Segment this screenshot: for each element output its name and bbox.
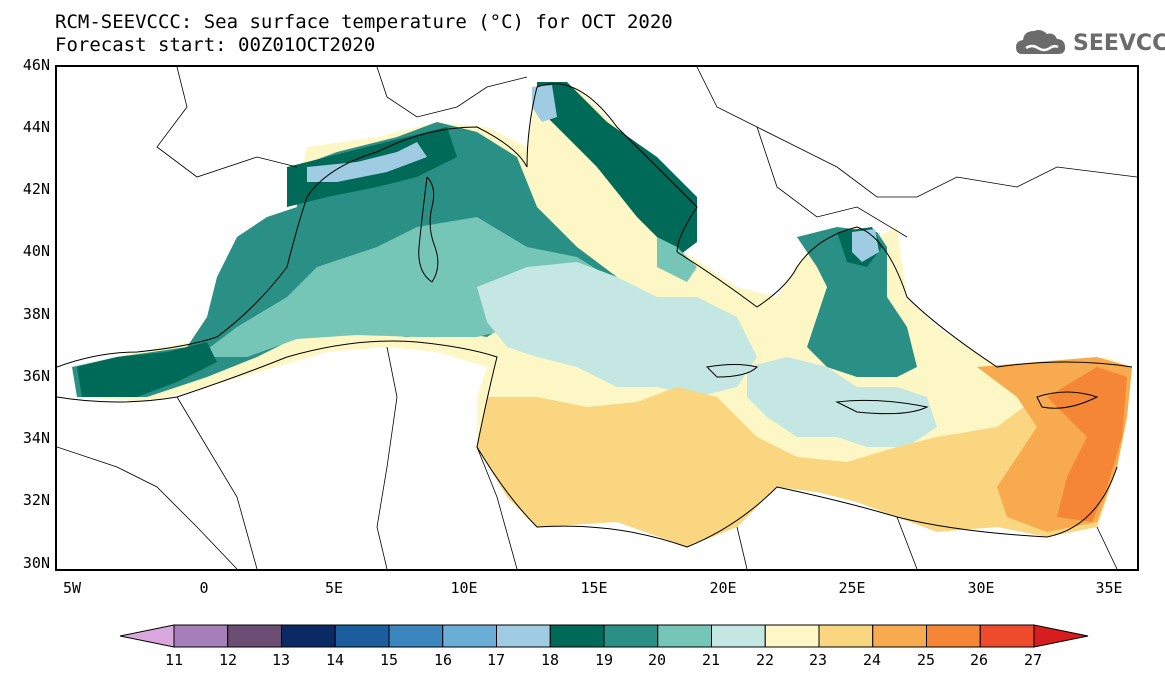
lat-label: 44N xyxy=(22,118,50,136)
sea-aegean xyxy=(797,227,917,377)
sea-aegean-blue xyxy=(852,229,879,262)
colorbar-swatch xyxy=(496,624,551,648)
sea-ionian-light xyxy=(747,357,937,447)
lat-label: 34N xyxy=(22,429,50,447)
colorbar-label: 25 xyxy=(916,651,936,669)
colorbar-label: 19 xyxy=(594,651,614,669)
colorbar-swatch xyxy=(281,624,336,648)
colorbar xyxy=(119,624,1089,648)
colorbar-swatch xyxy=(227,624,282,648)
colorbar-swatch xyxy=(926,624,981,648)
colorbar-arrow-low xyxy=(119,624,175,648)
sea-adriatic-south xyxy=(657,237,697,282)
cloud-logo-icon xyxy=(1016,30,1066,54)
lon-label: 5W xyxy=(62,579,82,597)
lon-label: 30E xyxy=(967,579,995,597)
colorbar-swatch xyxy=(872,624,927,648)
colorbar-label: 21 xyxy=(701,651,721,669)
colorbar-swatch xyxy=(711,624,766,648)
colorbar-arrow-high xyxy=(1033,624,1089,648)
sst-map xyxy=(55,65,1139,571)
colorbar-label: 27 xyxy=(1023,651,1043,669)
lat-label: 38N xyxy=(22,305,50,323)
sea-ligurian xyxy=(307,142,427,182)
lon-label: 20E xyxy=(709,579,737,597)
lat-label: 46N xyxy=(22,56,50,74)
sea-adriatic xyxy=(537,82,697,257)
map-title: RCM-SEEVCCC: Sea surface temperature (°C… xyxy=(55,11,673,33)
colorbar-label: 22 xyxy=(755,651,775,669)
colorbar-swatch xyxy=(979,624,1035,648)
colorbar-swatch xyxy=(173,624,229,648)
lon-label: 5E xyxy=(324,579,344,597)
sea-adriatic-north xyxy=(532,85,557,122)
lat-label: 32N xyxy=(22,491,50,509)
seevccc-logo: SEEVCCC xyxy=(1016,26,1165,58)
lat-label: 40N xyxy=(22,242,50,260)
colorbar-label: 11 xyxy=(164,651,184,669)
logo-text: SEEVCCC xyxy=(1073,31,1165,56)
colorbar-label: 26 xyxy=(969,651,989,669)
lon-label: 35E xyxy=(1095,579,1123,597)
colorbar-label: 13 xyxy=(271,651,291,669)
colorbar-label: 24 xyxy=(862,651,882,669)
colorbar-swatch xyxy=(764,624,820,648)
colorbar-swatch xyxy=(442,624,497,648)
lon-label: 0 xyxy=(199,579,209,597)
sea-levant-hot xyxy=(1047,367,1127,522)
sea-south-warm xyxy=(477,367,1132,547)
colorbar-swatch xyxy=(603,624,659,648)
sea-central-light xyxy=(477,262,757,397)
colorbar-label: 20 xyxy=(647,651,667,669)
lon-label: 10E xyxy=(450,579,478,597)
lat-label: 30N xyxy=(22,554,50,572)
sst-field xyxy=(57,67,1137,569)
lon-label: 25E xyxy=(838,579,866,597)
colorbar-swatch xyxy=(549,624,605,648)
colorbar-swatch xyxy=(657,624,712,648)
colorbar-label: 15 xyxy=(379,651,399,669)
colorbar-label: 23 xyxy=(808,651,828,669)
sea-alboran xyxy=(77,342,217,397)
colorbar-swatch xyxy=(818,624,874,648)
colorbar-label: 17 xyxy=(486,651,506,669)
forecast-start: Forecast start: 00Z01OCT2020 xyxy=(55,34,376,56)
lat-label: 36N xyxy=(22,367,50,385)
lon-label: 15E xyxy=(580,579,608,597)
colorbar-label: 18 xyxy=(540,651,560,669)
colorbar-label: 14 xyxy=(325,651,345,669)
lat-label: 42N xyxy=(22,180,50,198)
colorbar-swatch xyxy=(388,624,444,648)
colorbar-label: 12 xyxy=(218,651,238,669)
colorbar-swatch xyxy=(334,624,390,648)
colorbar-label: 16 xyxy=(433,651,453,669)
